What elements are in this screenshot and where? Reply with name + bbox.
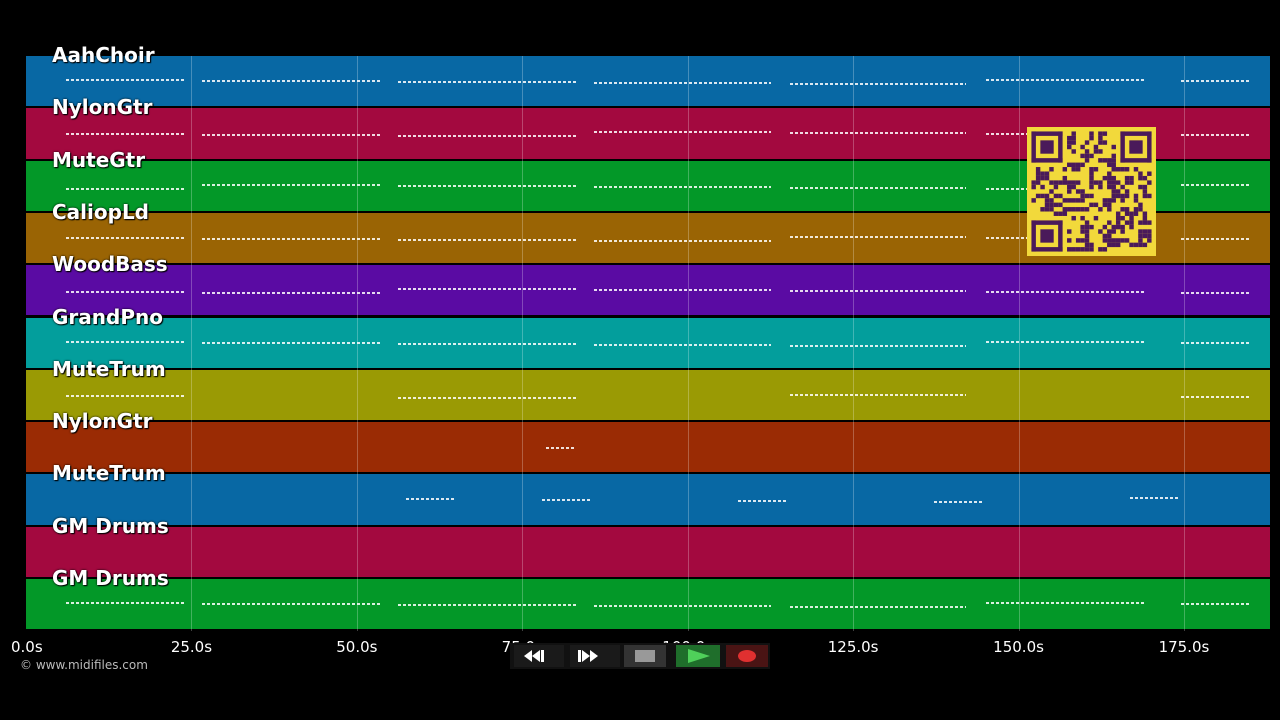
midi-note [1181, 395, 1251, 398]
midi-note [594, 239, 771, 242]
midi-note [398, 342, 576, 345]
track-name-label: CaliopLd [52, 199, 150, 224]
midi-note [790, 132, 966, 135]
midi-note [202, 134, 381, 137]
track-name-label: NylonGtr [52, 95, 153, 120]
track-name-label: MuteTrum [52, 461, 166, 486]
midi-note [986, 340, 1146, 343]
rewind-button[interactable] [514, 645, 564, 667]
midi-note [202, 292, 381, 295]
fast-forward-icon [578, 650, 598, 662]
midi-note [406, 498, 456, 501]
copyright-notice: © www.midifiles.com [20, 658, 148, 672]
track-name-label: WoodBass [52, 252, 168, 277]
midi-note [594, 289, 771, 292]
midi-note [1181, 183, 1251, 186]
midi-note [398, 184, 576, 187]
track-lane[interactable] [26, 474, 1270, 525]
midi-note [934, 501, 984, 504]
midi-note [1130, 497, 1180, 500]
midi-note [66, 133, 186, 136]
midi-note [1181, 237, 1251, 240]
midi-note [398, 396, 576, 399]
track-name-label: GM Drums [52, 513, 169, 538]
midi-note [66, 187, 186, 190]
midi-note [398, 604, 576, 606]
midi-note [398, 135, 576, 138]
midi-note [66, 236, 186, 239]
track-name-label: GM Drums [52, 566, 169, 590]
play-icon [688, 649, 710, 663]
qr-code-graphic [1031, 131, 1152, 252]
rewind-icon [524, 650, 544, 662]
midi-note [66, 340, 186, 343]
stop-icon [635, 650, 655, 662]
midi-note [66, 291, 186, 294]
midi-note [594, 82, 771, 84]
midi-note [398, 288, 576, 291]
track-name-label: MuteGtr [52, 147, 146, 172]
record-button[interactable] [726, 645, 768, 667]
midi-note [790, 290, 966, 293]
track-lane[interactable] [26, 422, 1270, 473]
midi-note [594, 605, 771, 607]
time-tick-label: 0.0s [11, 638, 43, 656]
midi-note [986, 291, 1146, 294]
midi-note [1181, 341, 1251, 344]
time-tick-label: 25.0s [170, 638, 213, 656]
fast-forward-button[interactable] [570, 645, 620, 667]
midi-note [202, 603, 381, 605]
midi-note [66, 602, 186, 604]
play-button[interactable] [676, 645, 720, 667]
track-lane[interactable] [26, 526, 1270, 577]
transport-controls [510, 643, 770, 669]
midi-note [790, 83, 966, 85]
time-tick-label: 50.0s [336, 638, 378, 656]
midi-note [790, 186, 966, 189]
track-name-label: MuteTrum [52, 356, 166, 381]
midi-note [790, 235, 966, 238]
midi-note [202, 80, 381, 82]
midi-note [1181, 80, 1251, 82]
midi-note [1181, 603, 1251, 605]
qr-code-icon [1027, 127, 1156, 256]
time-tick-label: 175.0s [1158, 638, 1210, 656]
midi-note [986, 79, 1146, 81]
midi-note [594, 185, 771, 188]
time-tick-label: 125.0s [827, 638, 879, 656]
midi-note [1181, 134, 1251, 137]
midi-note [738, 500, 788, 503]
time-tick-label: 150.0s [993, 638, 1044, 656]
midi-note [542, 499, 592, 502]
midi-note [202, 237, 381, 240]
midi-note [202, 341, 381, 344]
midi-note [594, 131, 771, 134]
midi-note [66, 394, 186, 397]
track-name-label: NylonGtr [52, 409, 153, 434]
track-name-label: AahChoir [52, 43, 155, 67]
midi-note [790, 344, 966, 347]
record-icon [738, 650, 756, 662]
midi-note [1181, 292, 1251, 295]
midi-note [790, 606, 966, 608]
midi-note [546, 447, 576, 450]
track-lane[interactable] [26, 369, 1270, 421]
track-name-label: GrandPno [52, 304, 163, 329]
midi-note [202, 183, 381, 186]
stop-button[interactable] [624, 645, 666, 667]
midi-note [398, 238, 576, 241]
midi-note [398, 81, 576, 83]
midi-note [594, 343, 771, 346]
midi-note [790, 393, 966, 396]
midi-note [986, 602, 1146, 604]
midi-note [66, 79, 186, 81]
